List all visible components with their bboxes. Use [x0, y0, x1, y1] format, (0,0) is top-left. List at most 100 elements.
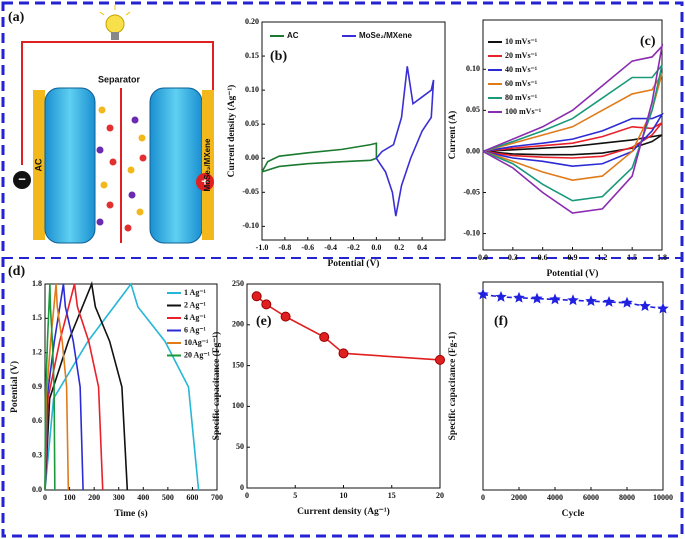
legend-label: 1 Ag⁻¹: [184, 288, 207, 297]
x-tick-label: 700: [211, 493, 223, 502]
minus-sign: −: [18, 171, 26, 186]
point: [639, 300, 651, 311]
point: [567, 294, 579, 306]
y-tick-label: 0.00: [466, 146, 480, 155]
series-line: [256, 295, 441, 361]
series-line: [44, 281, 129, 491]
legend-label: 100 mVs⁻¹: [505, 107, 542, 116]
x-tick-label: 10000: [653, 493, 673, 502]
legend-label: 20 Ag⁻¹: [184, 350, 211, 359]
y-tick-label: 0.05: [466, 105, 480, 114]
x-tick-label: 1.2: [597, 253, 607, 262]
x-tick-label: 4000: [547, 493, 563, 502]
electrode-label: AC: [33, 158, 43, 171]
series-line: [375, 66, 435, 217]
point: [513, 291, 525, 303]
legend-label: 6 Ag⁻¹: [184, 325, 207, 334]
y-tick-label: 250: [232, 279, 244, 288]
x-tick-label: 0.9: [568, 253, 578, 262]
x-tick-label: 6000: [583, 493, 599, 502]
x-tick-label: 2000: [511, 493, 527, 502]
x-tick-label: 0.3: [508, 253, 518, 262]
x-tick-label: 400: [137, 493, 149, 502]
point: [280, 311, 291, 322]
y-tick-label: 0.05: [245, 119, 259, 128]
panel-label: (e): [256, 314, 272, 329]
y-tick-label: 0.20: [245, 17, 259, 26]
plus-sign: +: [201, 173, 209, 188]
x-tick-label: -0.2: [347, 243, 360, 252]
legend-label: 40 mVs⁻¹: [505, 65, 538, 74]
point: [477, 288, 489, 300]
plot-frame: [246, 283, 441, 489]
series-line: [44, 283, 56, 491]
series-line: [482, 112, 664, 168]
x-tick-label: 300: [113, 493, 125, 502]
x-tick-label: 8000: [619, 493, 635, 502]
point: [531, 292, 543, 304]
y-tick-label: 0.00: [245, 153, 259, 162]
y-tick-label: -0.10: [463, 228, 480, 237]
legend-label: 2 Ag⁻¹: [184, 300, 207, 309]
ions: [96, 106, 147, 232]
x-tick-label: -0.6: [301, 243, 314, 252]
x-tick-label: 100: [64, 493, 76, 502]
panel-label: (c): [640, 34, 656, 49]
legend-label: AC: [287, 31, 299, 40]
x-axis-label: Current density (Ag⁻¹): [297, 506, 390, 517]
y-tick-label: 50: [236, 442, 244, 451]
positive-terminal: [196, 173, 214, 191]
x-tick-label: 600: [186, 493, 198, 502]
x-tick-label: -0.8: [279, 243, 292, 252]
x-tick-label: 20: [436, 491, 444, 500]
x-axis-label: Potential (V): [328, 258, 380, 269]
x-tick-label: 1.8: [657, 253, 667, 262]
panel-label: (a): [8, 10, 25, 25]
y-tick-label: 1.8: [32, 279, 42, 288]
x-tick-label: -0.4: [324, 243, 337, 252]
x-tick-label: -1.0: [256, 243, 269, 252]
x-axis-label: Time (s): [114, 508, 147, 519]
series-line: [261, 142, 378, 173]
panel-label: (b): [270, 49, 287, 64]
y-tick-label: 200: [232, 320, 244, 329]
y-tick-label: -0.05: [463, 187, 480, 196]
y-tick-label: 0.0: [32, 485, 42, 494]
x-tick-label: 0: [481, 493, 485, 502]
y-axis-label: Current density (Ag⁻¹): [226, 85, 237, 178]
x-tick-label: 10: [340, 491, 348, 500]
plot-frame: [261, 21, 446, 241]
y-tick-label: 0.6: [32, 416, 42, 425]
x-tick-label: 5: [293, 491, 297, 500]
y-axis-label: Specific capacitance (Fg-1): [447, 332, 458, 441]
x-tick-label: 1.5: [627, 253, 637, 262]
series-line: [44, 283, 70, 491]
plot-frame: [482, 281, 664, 491]
legend-label: 10 mVs⁻¹: [505, 37, 538, 46]
legend-label: 60 mVs⁻¹: [505, 79, 538, 88]
x-tick-label: 500: [162, 493, 174, 502]
y-tick-label: 100: [232, 401, 244, 410]
bulb: [105, 14, 125, 34]
point: [657, 302, 669, 314]
x-tick-label: 0: [43, 493, 47, 502]
y-tick-label: 0.10: [466, 64, 480, 73]
y-tick-label: 0: [240, 483, 244, 492]
schematic: − + (a) Separator AC MoSe₂/MXene: [8, 5, 214, 244]
x-tick-label: 0.0: [478, 253, 488, 262]
bulb-rays: [99, 5, 131, 16]
electrode: [44, 87, 96, 244]
x-tick-label: 0.2: [394, 243, 404, 252]
y-tick-label: -0.10: [242, 221, 259, 230]
electrode: [149, 87, 203, 244]
y-tick-label: 1.2: [32, 347, 42, 356]
point: [338, 348, 349, 359]
x-tick-label: 0.4: [417, 243, 427, 252]
y-axis-label: Current (A): [447, 111, 458, 160]
y-tick-label: 0.3: [32, 450, 42, 459]
legend-label: MoSe₂/MXene: [359, 31, 412, 40]
y-tick-label: -0.05: [242, 187, 259, 196]
separator-label: Separator: [98, 74, 141, 84]
